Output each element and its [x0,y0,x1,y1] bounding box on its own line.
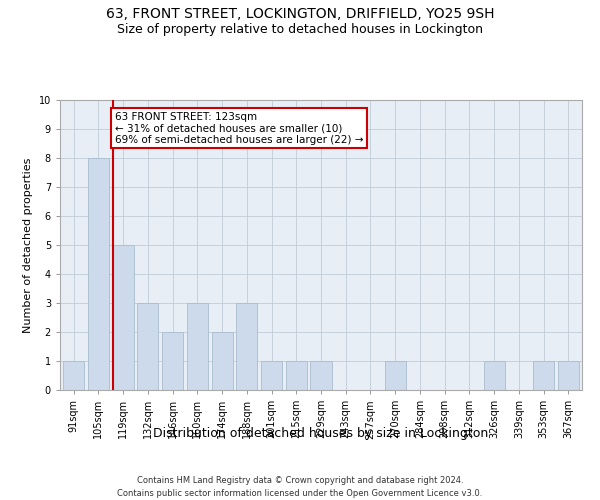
Y-axis label: Number of detached properties: Number of detached properties [23,158,33,332]
Bar [310,361,332,390]
Text: Distribution of detached houses by size in Lockington: Distribution of detached houses by size … [154,428,488,440]
Bar [558,361,579,390]
Bar [88,158,109,390]
Bar [63,361,84,390]
Bar [236,303,257,390]
Text: 63, FRONT STREET, LOCKINGTON, DRIFFIELD, YO25 9SH: 63, FRONT STREET, LOCKINGTON, DRIFFIELD,… [106,8,494,22]
Bar [212,332,233,390]
Bar [484,361,505,390]
Bar [385,361,406,390]
Bar [261,361,282,390]
Bar [533,361,554,390]
Bar [113,245,134,390]
Bar [187,303,208,390]
Bar [286,361,307,390]
Text: 63 FRONT STREET: 123sqm
← 31% of detached houses are smaller (10)
69% of semi-de: 63 FRONT STREET: 123sqm ← 31% of detache… [115,112,364,145]
Bar [162,332,183,390]
Bar [137,303,158,390]
Text: Contains HM Land Registry data © Crown copyright and database right 2024.
Contai: Contains HM Land Registry data © Crown c… [118,476,482,498]
Text: Size of property relative to detached houses in Lockington: Size of property relative to detached ho… [117,22,483,36]
